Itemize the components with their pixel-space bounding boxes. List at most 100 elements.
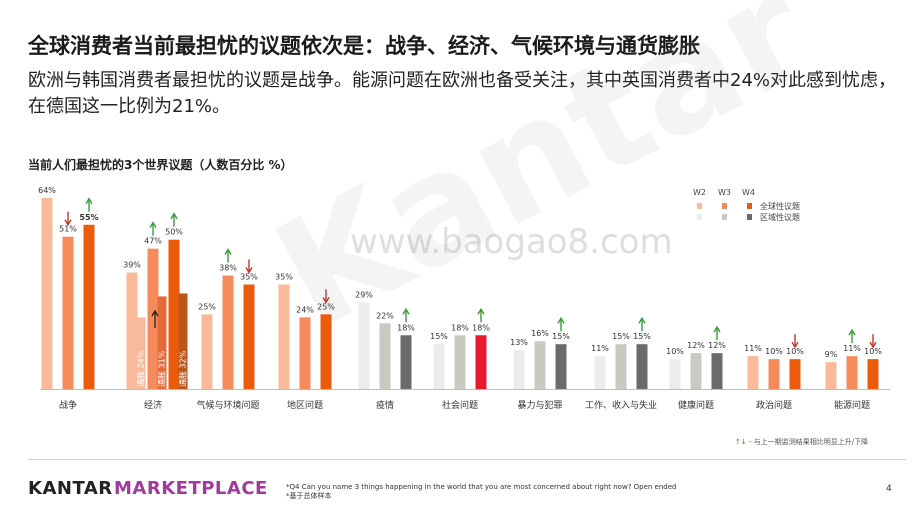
- up-arrow-head: [170, 212, 178, 220]
- bar-w4-8: [711, 353, 723, 389]
- legend-swatch-regional-w3: [722, 214, 727, 220]
- down-arrow-head: [322, 296, 330, 304]
- up-arrow-head: [713, 325, 721, 333]
- up-arrow-head: [224, 248, 232, 255]
- bar-w2-9: [747, 356, 759, 389]
- bar-w2-5: [433, 344, 445, 389]
- bar-w2-8: [669, 359, 681, 389]
- data-label-w3-1: 47%: [144, 237, 162, 246]
- bar-w2-7: [594, 356, 606, 389]
- category-label-0: 战争: [59, 399, 77, 411]
- legend-label-global: 全球性议题: [760, 202, 800, 211]
- data-label-w3-0: 51%: [59, 225, 77, 234]
- bar-w2-1: [126, 272, 138, 389]
- data-label-w3-9: 10%: [765, 347, 783, 356]
- brand-logo-marketplace: MARKETPLACE: [114, 478, 268, 499]
- data-label-w3-10: 11%: [843, 344, 861, 353]
- bar-w4-3: [320, 314, 332, 389]
- data-label-w4-4: 18%: [397, 323, 415, 332]
- bar-w4-1: [168, 239, 180, 389]
- down-arrow-head: [869, 341, 877, 349]
- bar-w2-0: [41, 197, 53, 389]
- legend-wave-w3: W3: [718, 188, 731, 197]
- bar-w3-2: [222, 275, 234, 389]
- page-number: 4: [886, 484, 892, 494]
- data-label-w2-5: 15%: [430, 332, 448, 341]
- legend-label-regional: 区域性议题: [760, 213, 800, 222]
- chart-title: 当前人们最担忧的3个世界议题（人数百分比 %）: [28, 158, 293, 172]
- footnote-base: *基于总体样本: [286, 492, 332, 500]
- up-arrow-head: [557, 316, 565, 324]
- category-label-9: 政治问题: [756, 399, 792, 411]
- inflation-label-0: 通胀 24%: [136, 350, 146, 387]
- category-label-10: 能源问题: [834, 399, 870, 411]
- inflation-up-arrow-head: [151, 309, 159, 317]
- data-label-w3-3: 24%: [296, 305, 314, 314]
- bar-w4-4: [400, 335, 412, 389]
- bar-w3-9: [768, 359, 780, 389]
- up-arrow-head: [149, 221, 157, 229]
- up-arrow-icon: ↑: [735, 438, 741, 446]
- bar-w2-6: [513, 350, 525, 389]
- data-label-w2-9: 11%: [744, 344, 762, 353]
- bar-w3-10: [846, 356, 858, 389]
- bar-w4-10: [867, 359, 879, 389]
- down-arrow-head: [791, 341, 799, 349]
- legend-swatch-global-w2: [697, 203, 702, 209]
- data-label-w4-0: 55%: [79, 213, 98, 222]
- category-label-5: 社会问题: [442, 399, 478, 411]
- inflation-label-1: 通胀 31%: [157, 350, 167, 387]
- data-label-w4-8: 12%: [708, 341, 726, 350]
- page-subtitle: 欧洲与韩国消费者最担忧的议题是战争。能源问题在欧洲也备受关注，其中英国消费者中2…: [28, 70, 897, 117]
- brand-logo-kantar: KANTAR: [28, 478, 113, 499]
- bar-w3-7: [615, 344, 627, 389]
- data-label-w3-2: 38%: [219, 264, 237, 273]
- arrow-legend: ↑↓ - 与上一期监测结果相比明显上升/下降: [735, 437, 868, 447]
- inflation-bar-2: [178, 293, 188, 389]
- bar-w3-4: [379, 323, 391, 389]
- up-arrow-head: [85, 197, 93, 205]
- up-arrow-head: [848, 328, 856, 336]
- bar-w4-0: [83, 224, 95, 389]
- category-label-1: 经济: [144, 399, 162, 411]
- data-label-w4-10: 10%: [864, 347, 882, 356]
- data-label-w2-4: 29%: [355, 290, 373, 299]
- category-label-7: 工作、收入与失业: [585, 399, 657, 411]
- data-label-w4-5: 18%: [472, 323, 490, 332]
- up-arrow-head: [638, 316, 646, 324]
- legend-wave-w4: W4: [742, 188, 755, 197]
- data-label-w2-3: 35%: [275, 273, 293, 282]
- data-label-w2-6: 13%: [510, 338, 528, 347]
- footer-divider: [28, 459, 906, 460]
- down-arrow-head: [64, 219, 72, 227]
- up-arrow-head: [477, 307, 485, 315]
- bar-w3-3: [299, 317, 311, 389]
- arrow-legend-text: - 与上一期监测结果相比明显上升/下降: [748, 438, 869, 446]
- data-label-w2-10: 9%: [825, 350, 838, 359]
- up-arrow-head: [402, 307, 410, 315]
- data-label-w3-8: 12%: [687, 341, 705, 350]
- bar-w3-5: [454, 335, 466, 389]
- category-label-6: 暴力与犯罪: [517, 399, 562, 411]
- legend-swatch-regional-w2: [697, 214, 702, 220]
- data-label-w2-8: 10%: [666, 347, 684, 356]
- bar-w4-5: [475, 335, 487, 389]
- bar-w3-0: [62, 236, 74, 389]
- bar-w4-9: [789, 359, 801, 389]
- footnote: *Q4 Can you name 3 things happening in t…: [286, 483, 677, 501]
- bar-w3-8: [690, 353, 702, 389]
- legend-swatch-regional-w4: [747, 214, 752, 220]
- bar-w4-7: [636, 344, 648, 389]
- inflation-label-2: 通胀 32%: [178, 350, 188, 387]
- inflation-bar-0: [136, 317, 146, 389]
- data-label-w2-0: 64%: [38, 186, 56, 195]
- bar-w4-6: [555, 344, 567, 389]
- down-arrow-head: [245, 267, 253, 274]
- page-title: 全球消费者当前最担忧的议题依次是：战争、经济、气候环境与通货膨胀: [28, 34, 700, 58]
- data-label-w4-1: 50%: [165, 228, 183, 237]
- category-label-3: 地区问题: [287, 399, 323, 411]
- bar-w2-4: [358, 302, 370, 389]
- inflation-bar-1: [157, 296, 167, 389]
- data-label-w3-4: 22%: [376, 311, 394, 320]
- data-label-w4-7: 15%: [633, 332, 651, 341]
